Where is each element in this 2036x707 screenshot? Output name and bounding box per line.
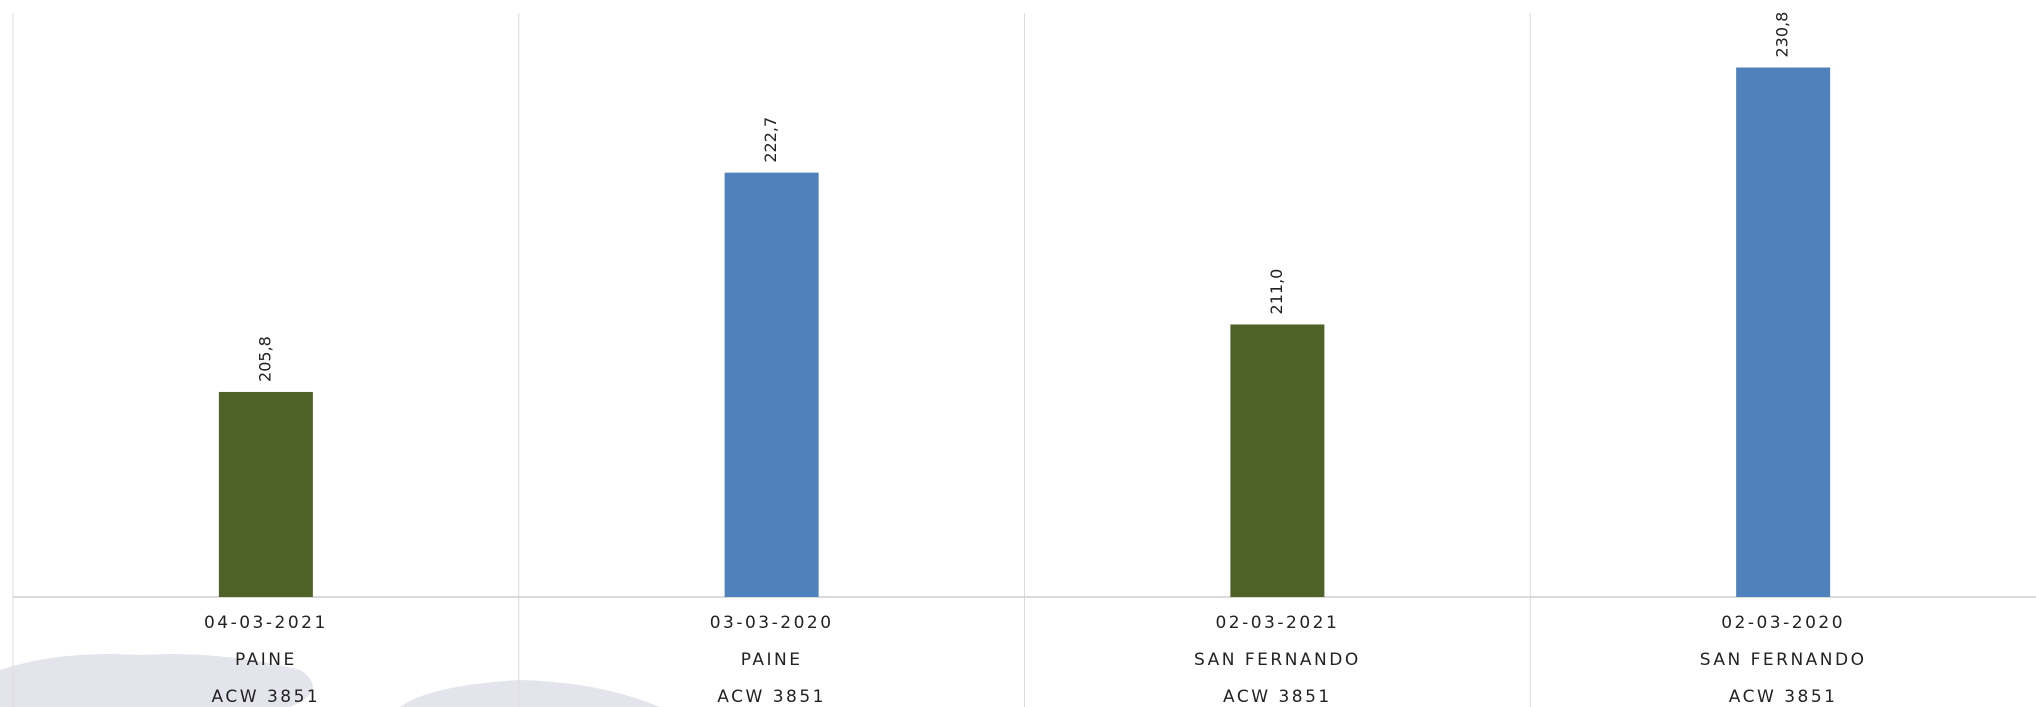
bar [218, 391, 313, 597]
bar [1736, 67, 1831, 598]
value-label: 211,0 [1267, 269, 1286, 315]
bar [1230, 324, 1325, 597]
value-label: 230,8 [1773, 12, 1792, 58]
x-tick-label: PAINE [741, 650, 803, 670]
x-tick-label: SAN FERNANDO [1700, 650, 1867, 670]
x-tick-label: ACW 3851 [717, 687, 826, 707]
x-tick-label: PAINE [235, 650, 297, 670]
value-label: 205,8 [255, 336, 274, 382]
x-tick-label: 02-03-2021 [1215, 613, 1339, 633]
value-label: 222,7 [761, 117, 780, 163]
x-tick-label: SAN FERNANDO [1194, 650, 1361, 670]
x-tick-label: ACW 3851 [1223, 687, 1332, 707]
x-tick-label: ACW 3851 [1729, 687, 1838, 707]
x-tick-label: 02-03-2020 [1721, 613, 1845, 633]
background-map [0, 654, 660, 707]
x-tick-label: ACW 3851 [212, 687, 321, 707]
x-tick-label: 03-03-2020 [710, 613, 834, 633]
bar [724, 172, 819, 598]
x-tick-label: 04-03-2021 [204, 613, 328, 633]
